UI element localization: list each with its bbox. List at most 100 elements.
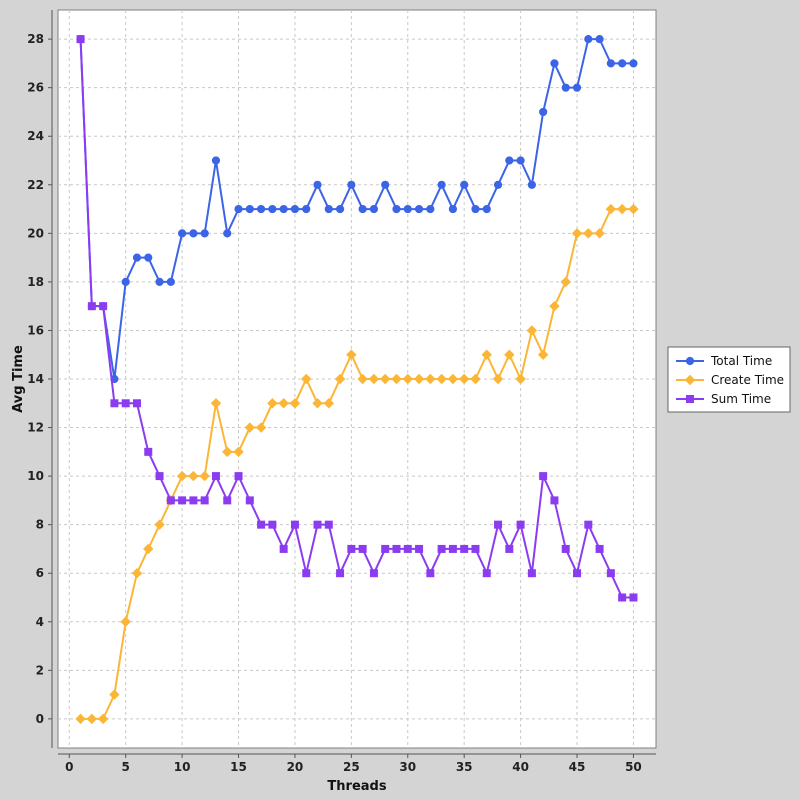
total-time-point	[121, 277, 130, 286]
total-time-point	[505, 156, 514, 165]
total-time-point	[313, 180, 322, 189]
sum-time-point	[279, 544, 288, 553]
total-time-point	[527, 180, 536, 189]
x-axis-title: Threads	[327, 779, 386, 794]
total-time-point	[166, 277, 175, 286]
create-time-point	[346, 349, 357, 360]
create-time-point	[289, 398, 301, 409]
sum-time-point	[290, 520, 299, 529]
y-tick-label: 14	[27, 372, 44, 386]
create-time-point	[380, 373, 391, 385]
sum-time-point	[584, 520, 593, 529]
total-time-point	[189, 229, 198, 238]
sum-time-point	[358, 544, 367, 553]
x-tick-label: 45	[569, 760, 586, 774]
total-time-point	[155, 277, 164, 286]
sum-time-point	[211, 472, 220, 481]
create-time-point	[154, 519, 165, 530]
x-tick-label: 30	[399, 760, 416, 774]
sum-time-point	[268, 520, 277, 529]
sum-time-point	[539, 472, 548, 481]
create-time-point	[301, 373, 312, 385]
total-time-point	[539, 107, 548, 117]
create-time-point	[233, 446, 244, 458]
create-time-point	[199, 470, 210, 482]
sum-time-point	[155, 472, 164, 481]
create-time-point	[323, 398, 334, 409]
y-axis-title: Avg Time	[11, 345, 26, 413]
sum-time-point	[460, 544, 469, 553]
series-sum-time	[76, 35, 638, 602]
sum-time-point	[178, 496, 187, 505]
create-time-point	[391, 373, 402, 385]
y-tick-label: 20	[27, 226, 44, 240]
create-time-point	[402, 373, 413, 385]
total-time-point	[426, 204, 435, 214]
create-time-point	[549, 300, 560, 312]
total-time-point	[302, 204, 311, 214]
legend-item-total-time: Total Time	[676, 354, 772, 368]
create-time-point	[267, 398, 278, 409]
total-time-point	[178, 229, 187, 238]
sum-time-point	[505, 544, 514, 553]
sum-time-point	[245, 496, 254, 505]
create-time-point	[176, 470, 188, 482]
total-time-point	[144, 253, 153, 262]
sum-time-point	[437, 544, 446, 553]
create-time-point	[504, 349, 515, 360]
y-tick-label: 24	[27, 129, 44, 143]
create-time-point	[413, 373, 425, 385]
sum-time-point	[99, 302, 108, 311]
x-tick-label: 20	[287, 760, 304, 774]
create-time-point	[368, 373, 380, 385]
create-time-point	[97, 713, 109, 725]
total-time-point	[335, 204, 345, 214]
sum-time-point	[629, 593, 638, 602]
total-time-point	[618, 59, 627, 68]
total-time-point	[629, 59, 638, 68]
sum-time-point	[573, 569, 582, 578]
legend-item-sum-time: Sum Time	[676, 392, 771, 406]
sum-time-point	[302, 569, 311, 578]
total-time-point	[460, 180, 469, 189]
y-tick-label: 12	[27, 421, 44, 435]
create-time-point	[109, 689, 120, 700]
total-time-point	[132, 253, 142, 262]
x-tick-label: 10	[174, 760, 191, 774]
sum-time-point	[166, 496, 175, 505]
sum-time-point	[392, 544, 401, 553]
legend-label: Create Time	[711, 373, 784, 387]
y-tick-label: 2	[36, 663, 44, 677]
create-time-point	[470, 373, 481, 385]
sum-time-point	[403, 544, 412, 553]
total-time-point	[369, 204, 379, 214]
total-time-point	[471, 204, 480, 214]
sum-time-point	[257, 520, 266, 529]
sum-time-point	[516, 520, 525, 529]
total-time-line	[79, 38, 634, 380]
create-time-point	[526, 325, 538, 336]
total-time-point	[403, 204, 412, 214]
total-time-point	[358, 204, 367, 214]
sum-time-point	[369, 569, 378, 578]
create-time-point	[594, 228, 605, 239]
create-time-point	[75, 713, 86, 725]
y-tick-label: 26	[27, 81, 44, 95]
legend-swatch-marker	[685, 356, 695, 366]
total-time-point	[482, 204, 491, 214]
total-time-point	[290, 204, 300, 214]
sum-time-point	[234, 472, 243, 481]
y-tick-label: 10	[27, 469, 44, 483]
create-time-point	[244, 422, 256, 433]
total-time-point	[437, 180, 446, 189]
create-time-point	[458, 373, 470, 385]
legend-swatch-marker	[686, 395, 694, 403]
create-time-point	[583, 228, 594, 239]
total-time-point	[550, 59, 559, 68]
sum-time-point	[347, 544, 356, 553]
create-time-point	[515, 373, 526, 385]
total-time-point	[279, 204, 288, 214]
sum-time-point	[606, 569, 615, 578]
